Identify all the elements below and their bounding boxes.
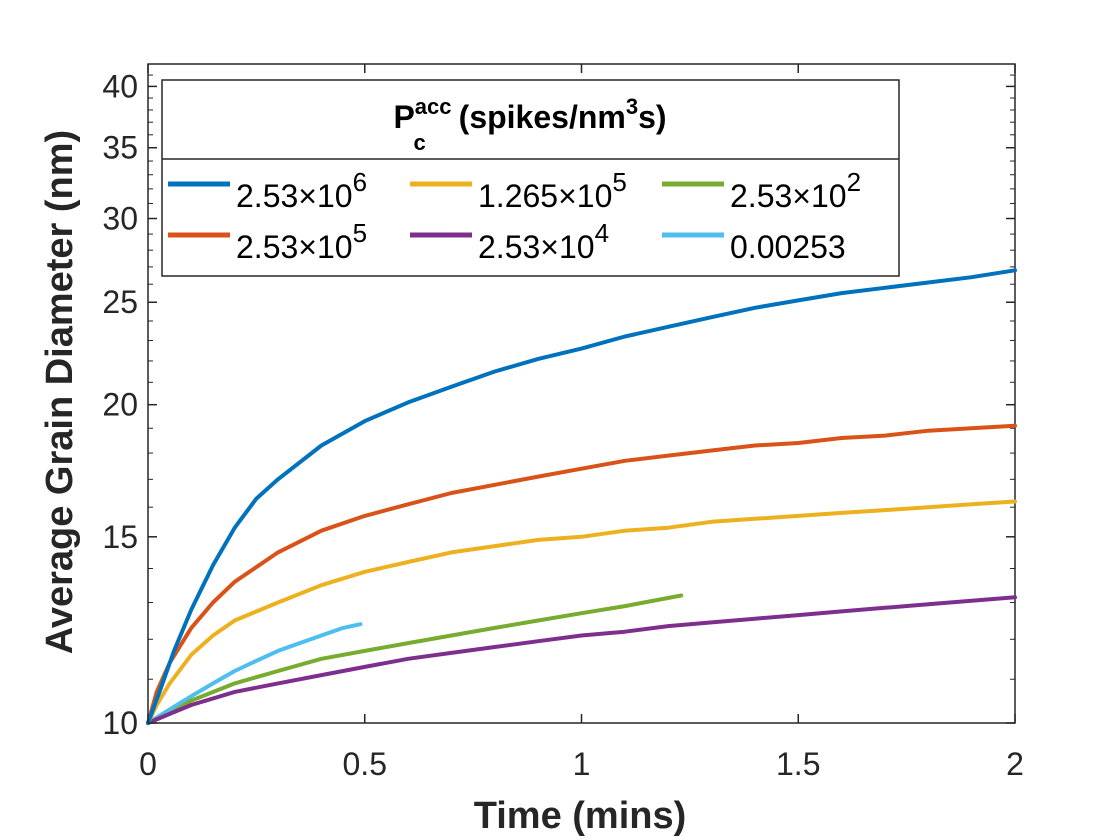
x-tick-label: 0 bbox=[139, 746, 157, 782]
x-tick-label: 2 bbox=[1006, 746, 1024, 782]
legend-entry: 0.00253 bbox=[662, 229, 846, 265]
legend-label-exp: 5 bbox=[612, 167, 626, 197]
legend-label: 0.00253 bbox=[730, 229, 846, 265]
series-line bbox=[146, 268, 1017, 725]
x-tick-label: 0.5 bbox=[343, 746, 387, 782]
legend-title-end: s) bbox=[638, 99, 666, 135]
legend-box bbox=[161, 79, 900, 277]
legend-title-rest-sup: 3 bbox=[626, 94, 638, 119]
series-line bbox=[146, 423, 1017, 725]
legend-label: 2.53×105 bbox=[236, 218, 367, 265]
series-line bbox=[146, 595, 1017, 725]
legend-entry: 2.53×102 bbox=[662, 167, 861, 214]
series-group bbox=[146, 268, 1017, 725]
legend-label-base: 0.00253 bbox=[730, 229, 846, 265]
legend-label: 2.53×106 bbox=[236, 167, 367, 214]
legend-label-base: 2.53×10 bbox=[730, 178, 847, 214]
legend-title: Pacc c (spikes/nm3s) bbox=[393, 94, 666, 155]
y-tick-label: 10 bbox=[102, 705, 138, 741]
y-tick-label: 25 bbox=[102, 284, 138, 320]
x-axis-title: Time (mins) bbox=[474, 795, 687, 837]
y-tick-label: 35 bbox=[102, 130, 138, 166]
legend-label-base: 2.53×10 bbox=[236, 178, 353, 214]
minor-ticks bbox=[148, 63, 1015, 680]
legend-title-sub: c bbox=[414, 130, 426, 155]
y-tick-label: 40 bbox=[102, 68, 138, 104]
legend-title-rest: (spikes/nm bbox=[450, 99, 626, 135]
legend-entry: 1.265×105 bbox=[410, 167, 627, 214]
y-tick-label: 30 bbox=[102, 201, 138, 237]
legend-title-main: P bbox=[393, 99, 414, 135]
x-tick-label: 1.5 bbox=[776, 746, 820, 782]
y-tick-label: 15 bbox=[102, 519, 138, 555]
legend-entry: 2.53×104 bbox=[410, 218, 609, 265]
y-tick-label: 20 bbox=[102, 387, 138, 423]
series-line bbox=[146, 593, 684, 725]
legend-label: 1.265×105 bbox=[478, 167, 627, 214]
legend-label-base: 1.265×10 bbox=[478, 178, 612, 214]
legend-entries: 2.53×1062.53×1051.265×1052.53×1042.53×10… bbox=[168, 167, 861, 265]
legend-label-base: 2.53×10 bbox=[478, 229, 595, 265]
y-axis-title: Average Grain Diameter (nm) bbox=[39, 130, 81, 654]
legend-label-exp: 6 bbox=[353, 167, 367, 197]
legend-label-base: 2.53×10 bbox=[236, 229, 353, 265]
legend-label-exp: 4 bbox=[595, 218, 609, 248]
legend-label: 2.53×102 bbox=[730, 167, 861, 214]
series-line bbox=[146, 499, 1017, 725]
legend: Pacc c (spikes/nm3s) 2.53×1062.53×1051.26… bbox=[161, 79, 900, 277]
legend-label-exp: 5 bbox=[353, 218, 367, 248]
legend-title-sup: acc bbox=[415, 94, 452, 119]
legend-entry: 2.53×106 bbox=[168, 167, 367, 214]
x-axis: 0 0.5 1 1.5 2 bbox=[139, 64, 1024, 782]
legend-label-exp: 2 bbox=[847, 167, 861, 197]
legend-label: 2.53×104 bbox=[478, 218, 609, 265]
x-tick-label: 1 bbox=[573, 746, 591, 782]
series-line bbox=[146, 622, 363, 725]
legend-entry: 2.53×105 bbox=[168, 218, 367, 265]
